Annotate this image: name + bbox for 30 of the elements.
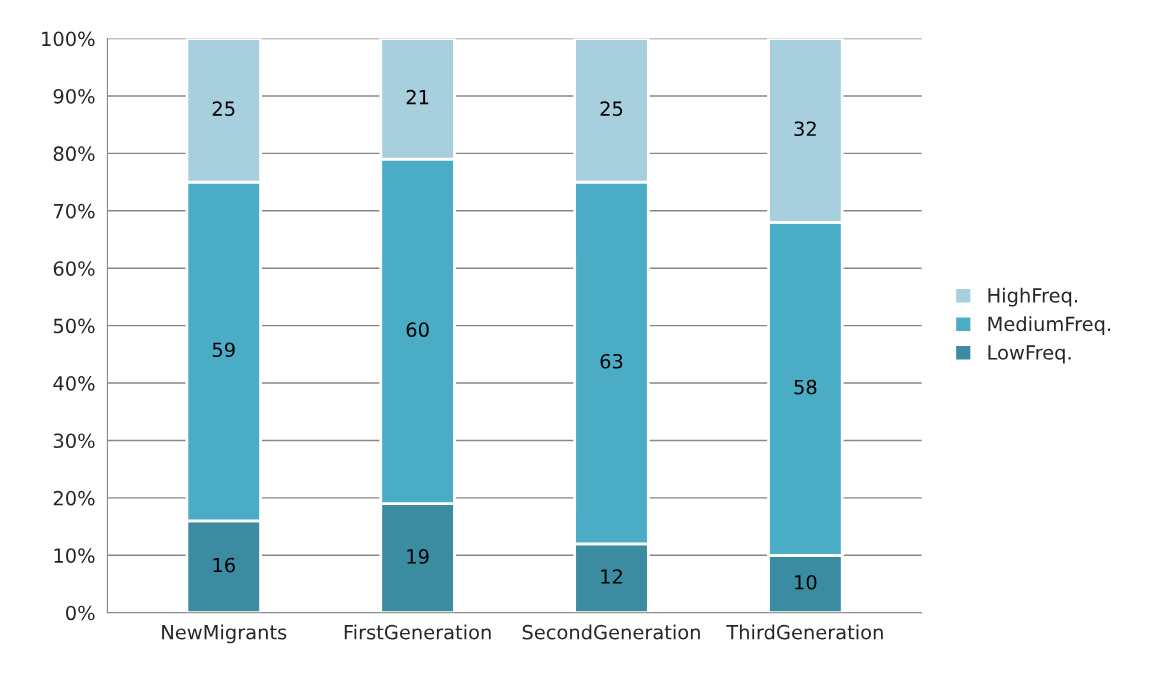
data-label: 10: [795, 574, 817, 590]
x-tick-label: FirstGeneration: [344, 624, 491, 640]
y-tick-label: 40%: [53, 376, 95, 391]
data-label: 25: [212, 101, 235, 116]
data-label: 59: [212, 342, 235, 358]
legend-label: LowFreq.: [988, 345, 1071, 364]
data-label: 16: [213, 557, 235, 573]
y-tick-label: 20%: [53, 490, 95, 506]
y-tick-label: 0%: [66, 605, 95, 621]
y-tick-label: 90%: [53, 88, 95, 104]
y-tick-label: 60%: [53, 261, 95, 276]
y-tick-label: 30%: [53, 433, 95, 449]
data-label: 63: [600, 353, 623, 369]
data-label: 25: [600, 101, 623, 116]
data-label: 60: [406, 322, 429, 338]
data-label: 21: [406, 89, 429, 105]
data-label: 32: [794, 121, 816, 137]
data-label: 58: [794, 379, 817, 395]
legend-label: HighFreq.: [988, 287, 1077, 307]
x-tick-label: SecondGeneration: [522, 624, 700, 640]
y-tick-label: 70%: [53, 203, 95, 219]
y-tick-label: 10%: [54, 548, 95, 563]
y-tick-label: 80%: [53, 146, 95, 162]
data-label: 19: [407, 549, 429, 564]
y-tick-label: 100%: [42, 31, 95, 47]
legend-label: MediumFreq.: [988, 316, 1111, 336]
x-tick-label: ThirdGeneration: [726, 624, 883, 640]
data-label: 12: [601, 569, 622, 584]
y-tick-label: 50%: [53, 318, 95, 334]
x-tick-label: NewMigrants: [162, 624, 287, 644]
